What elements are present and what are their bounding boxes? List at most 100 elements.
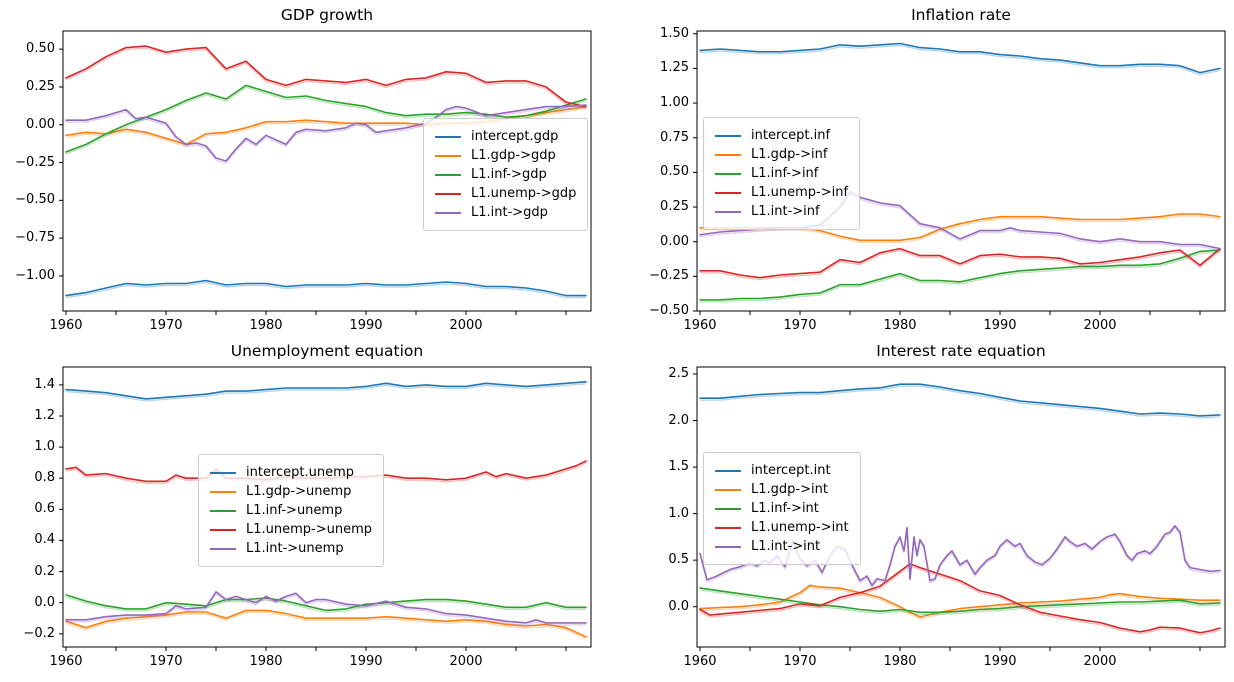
axes-spines xyxy=(696,30,1226,312)
y-tick-label: 1.5 xyxy=(668,459,689,475)
legend-line-swatch xyxy=(210,528,236,531)
legend-item: L1.inf->inf xyxy=(715,166,848,181)
legend-item: L1.int->unemp xyxy=(210,541,372,556)
y-tick-label: −0.2 xyxy=(23,625,55,641)
y-tick-label: −0.50 xyxy=(15,192,55,208)
legend-label: L1.unemp->int xyxy=(751,520,849,535)
legend-line-swatch xyxy=(210,490,236,493)
legend-item: L1.gdp->int xyxy=(715,482,849,497)
legend-line-swatch xyxy=(715,172,741,175)
series-line-echo-intercept.unemp xyxy=(65,383,587,402)
series-line-L1.int->int xyxy=(699,524,1221,587)
series-line-echo-L1.inf->unemp xyxy=(65,596,586,614)
legend-line-swatch xyxy=(715,153,741,156)
series-line-echo-intercept.inf xyxy=(699,44,1221,76)
x-tick-label: 1980 xyxy=(883,654,917,669)
y-tick-label: 2.5 xyxy=(668,365,689,381)
legend-item: L1.gdp->gdp xyxy=(435,148,576,163)
legend-item: L1.unemp->int xyxy=(715,520,849,535)
y-tick-label: 0.25 xyxy=(660,199,689,215)
legend-label: L1.unemp->inf xyxy=(751,185,849,200)
chart-3 xyxy=(693,366,1226,651)
x-tick-label: 2000 xyxy=(449,654,483,669)
legend-line-swatch xyxy=(715,488,741,491)
series-line-echo-L1.int->int xyxy=(699,526,1221,589)
legend: intercept.inf L1.gdp->inf L1.inf->inf L1.un… xyxy=(703,117,861,230)
chart-title-unemployment-equation: Unemployment equation xyxy=(230,342,424,360)
legend-line-swatch xyxy=(715,191,741,194)
x-tick-label: 1980 xyxy=(883,318,917,333)
series-line-echo-L1.int->unemp xyxy=(66,592,586,626)
chart-title-inflation-rate: Inflation rate xyxy=(911,6,1011,24)
legend-item: intercept.gdp xyxy=(435,129,576,144)
legend: intercept.gdp L1.gdp->gdp L1.inf->gdp L1.un… xyxy=(423,118,589,231)
legend-label: L1.int->int xyxy=(751,539,821,554)
x-tick-label: 2000 xyxy=(1083,654,1117,669)
y-tick-label: 1.50 xyxy=(660,25,689,41)
legend-label: L1.inf->int xyxy=(751,501,819,516)
legend-label: L1.unemp->unemp xyxy=(246,522,373,537)
series-line-echo-L1.unemp->inf xyxy=(700,249,1221,281)
y-tick-label: 1.4 xyxy=(34,376,55,392)
legend-line-swatch xyxy=(715,507,741,510)
legend-item: intercept.unemp xyxy=(210,465,372,480)
legend-label: L1.int->inf xyxy=(751,204,820,219)
legend-label: L1.gdp->inf xyxy=(751,147,828,162)
x-tick-label: 1970 xyxy=(783,318,817,333)
legend-label: L1.inf->unemp xyxy=(246,503,343,518)
y-tick-label: 0.50 xyxy=(660,164,689,180)
series-line-L1.inf->unemp xyxy=(65,594,587,612)
series-line-echo-intercept.int xyxy=(700,385,1221,419)
legend-line-swatch xyxy=(210,547,236,550)
legend-label: L1.inf->inf xyxy=(751,166,819,181)
y-tick-label: 0.50 xyxy=(26,41,55,57)
y-tick-label: 1.2 xyxy=(34,408,55,423)
x-tick-label: 1990 xyxy=(349,318,383,333)
legend-item: L1.unemp->gdp xyxy=(435,186,576,201)
legend-line-swatch xyxy=(210,471,236,474)
series-line-echo-L1.inf->int xyxy=(699,589,1221,615)
series-line-L1.int->gdp xyxy=(65,104,587,162)
legend-item: intercept.inf xyxy=(715,128,848,143)
legend-label: L1.int->unemp xyxy=(246,541,344,556)
x-tick-label: 1960 xyxy=(49,654,83,669)
legend-item: L1.gdp->inf xyxy=(715,147,848,162)
x-tick-label: 1970 xyxy=(149,318,183,333)
series-line-intercept.gdp xyxy=(65,279,587,297)
series-line-intercept.int xyxy=(699,383,1221,417)
legend-line-swatch xyxy=(210,509,236,512)
y-tick-label: 0.2 xyxy=(34,563,55,579)
series-line-echo-L1.unemp->gdp xyxy=(65,47,587,110)
x-tick-label: 1990 xyxy=(349,654,383,669)
y-tick-label: 0.0 xyxy=(668,598,689,614)
legend-item: L1.inf->int xyxy=(715,501,849,516)
x-tick-label: 1980 xyxy=(249,318,283,333)
x-tick-label: 1960 xyxy=(683,318,717,333)
series-line-L1.unemp->gdp xyxy=(65,45,587,108)
y-tick-label: 0.25 xyxy=(26,78,55,94)
x-tick-label: 1960 xyxy=(683,654,717,669)
chart-0 xyxy=(59,30,592,315)
y-tick-label: 1.25 xyxy=(660,60,689,76)
legend-label: intercept.inf xyxy=(751,128,831,143)
chart-title-interest-rate-equation: Interest rate equation xyxy=(876,342,1046,360)
series-line-intercept.inf xyxy=(699,42,1221,74)
legend-line-swatch xyxy=(435,173,461,176)
y-tick-label: −1.00 xyxy=(15,267,55,283)
legend-line-swatch xyxy=(435,211,461,214)
series-line-echo-intercept.gdp xyxy=(65,281,586,299)
series-line-echo-L1.inf->inf xyxy=(700,251,1221,303)
legend-line-swatch xyxy=(435,154,461,157)
series-line-L1.inf->int xyxy=(699,587,1221,614)
legend-label: intercept.unemp xyxy=(246,465,355,480)
legend-line-swatch xyxy=(715,545,741,548)
y-tick-label: 0.00 xyxy=(26,116,55,132)
legend: intercept.unemp L1.gdp->unemp L1.inf->unem… xyxy=(198,454,385,567)
legend-line-swatch xyxy=(715,469,741,472)
series-line-L1.gdp->int xyxy=(699,584,1221,618)
series-line-intercept.unemp xyxy=(65,380,587,400)
legend-item: L1.int->int xyxy=(715,539,849,554)
x-tick-label: 1970 xyxy=(783,654,817,669)
y-tick-label: 1.0 xyxy=(34,439,55,455)
